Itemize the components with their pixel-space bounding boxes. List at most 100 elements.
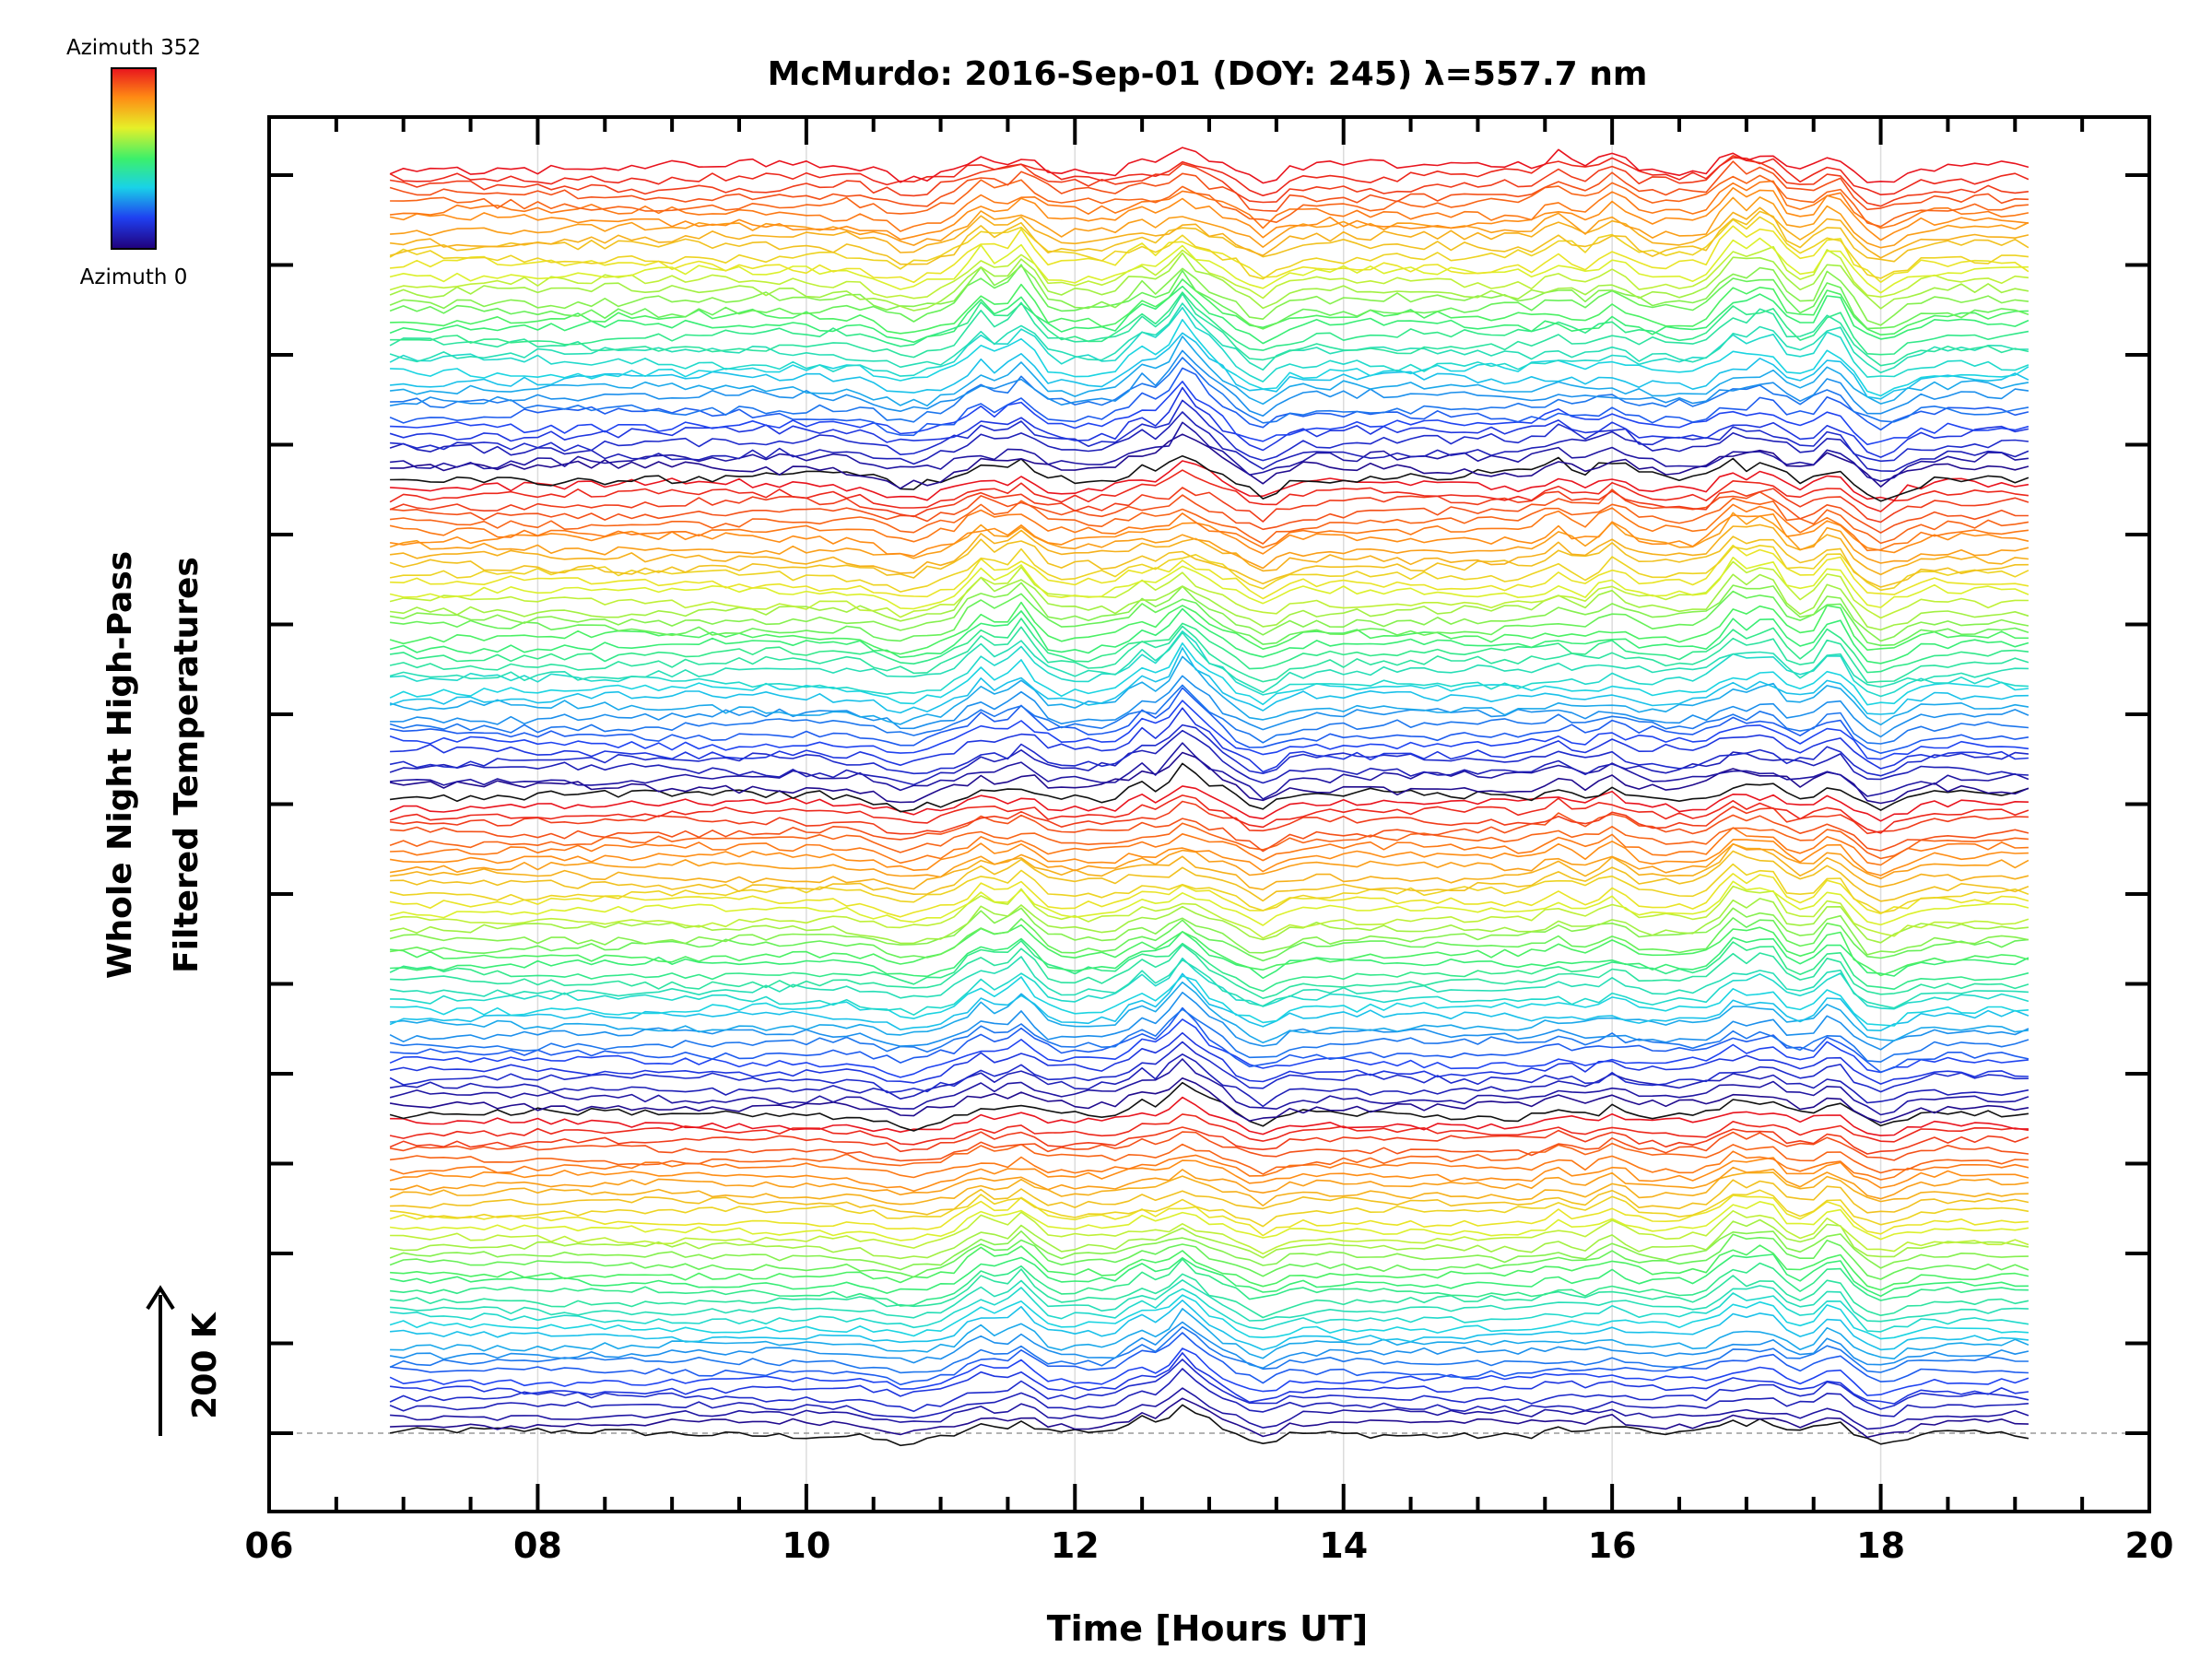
- series-line: [390, 488, 2029, 534]
- series-line: [390, 1096, 2029, 1136]
- series-line: [390, 278, 2029, 336]
- series-line: [389, 1058, 2030, 1116]
- series-line: [390, 590, 2030, 647]
- x-tick-label: 10: [782, 1525, 830, 1566]
- series-line: [389, 839, 2029, 877]
- series-line: [389, 512, 2030, 570]
- series-line: [390, 924, 2030, 977]
- series-line: [390, 1142, 2029, 1175]
- series-line: [390, 196, 2030, 249]
- series-line: [389, 907, 2030, 956]
- series-line: [390, 544, 2030, 600]
- series-line: [389, 1404, 2030, 1447]
- series-line: [389, 1359, 2030, 1413]
- series-line: [389, 601, 2029, 655]
- chart-title: McMurdo: 2016-Sep-01 (DOY: 245) λ=557.7 …: [768, 55, 1648, 93]
- series-line: [389, 503, 2029, 552]
- series-line: [389, 618, 2029, 674]
- series-line: [390, 174, 2029, 228]
- series-line: [390, 1166, 2030, 1200]
- series-line: [389, 512, 2030, 558]
- series-line: [390, 318, 2030, 397]
- series-line: [389, 285, 2030, 345]
- series-line: [390, 1006, 2030, 1074]
- series-line: [389, 1031, 2029, 1085]
- series-line: [390, 930, 2030, 980]
- series-line: [390, 1387, 2030, 1430]
- series-line: [390, 332, 2030, 400]
- series-line: [390, 975, 2029, 1027]
- series-line: [389, 687, 2030, 755]
- series-line: [389, 147, 2030, 184]
- series-line: [389, 880, 2030, 926]
- series-line: [389, 469, 2029, 512]
- series-line: [390, 399, 2029, 463]
- series-line: [390, 357, 2030, 424]
- series-line: [389, 1230, 2029, 1271]
- series-line: [389, 1157, 2030, 1193]
- series-line: [389, 252, 2030, 312]
- series-line: [389, 625, 2030, 684]
- series-line: [389, 1368, 2029, 1419]
- series-line: [389, 1294, 2029, 1340]
- series-line: [389, 386, 2030, 458]
- series-lines: [389, 147, 2030, 1447]
- series-line: [389, 1347, 2030, 1396]
- series-line: [389, 1253, 2029, 1298]
- series-line: [389, 785, 2029, 822]
- x-tick-label: 20: [2125, 1525, 2174, 1566]
- x-tick-label: 12: [1051, 1525, 1100, 1566]
- series-line: [389, 863, 2030, 914]
- series-line: [389, 939, 2030, 993]
- y-axis-label: Whole Night High-Pass Filtered Temperatu…: [101, 551, 206, 979]
- series-line: [389, 1041, 2029, 1094]
- series-line: [390, 1189, 2030, 1228]
- series-line: [389, 729, 2029, 786]
- series-line: [389, 1126, 2030, 1155]
- series-line: [390, 1258, 2029, 1307]
- series-line: [389, 1081, 2030, 1132]
- series-line: [389, 556, 2030, 610]
- series-line: [389, 302, 2029, 374]
- series-line: [389, 487, 2030, 524]
- series-line: [389, 842, 2030, 890]
- series-line: [389, 264, 2030, 330]
- series-line: [390, 421, 2029, 483]
- x-tick-label: 08: [513, 1525, 562, 1566]
- axis-ticks: [267, 117, 2151, 1512]
- series-line: [389, 1233, 2030, 1280]
- series-line: [389, 157, 2030, 196]
- series-line: [389, 1332, 2029, 1386]
- series-line: [390, 1268, 2030, 1319]
- series-line: [389, 1077, 2030, 1124]
- series-line: [390, 812, 2030, 853]
- colorbar: [111, 67, 157, 250]
- series-line: [390, 1308, 2030, 1359]
- series-line: [389, 898, 2029, 945]
- series-line: [389, 1194, 2029, 1237]
- series-line: [390, 1244, 2030, 1291]
- series-line: [389, 631, 2029, 694]
- series-line: [389, 800, 2029, 835]
- series-line: [389, 187, 2029, 241]
- x-tick-labels: 06 08 10 12 14 16 18 20: [245, 1525, 2174, 1566]
- series-line: [389, 1131, 2029, 1162]
- colorbar-top-label: Azimuth 352: [66, 36, 201, 60]
- series-line: [390, 454, 2030, 502]
- series-line: [390, 291, 2030, 356]
- series-line: [389, 607, 2030, 665]
- series-line: [389, 1218, 2030, 1260]
- series-line: [389, 1053, 2030, 1108]
- series-line: [390, 1397, 2029, 1439]
- series-line: [390, 762, 2030, 813]
- scale-indicator: 200 K: [146, 1285, 224, 1436]
- series-line: [390, 957, 2030, 1016]
- x-tick-label: 06: [245, 1525, 294, 1566]
- colorbar-bottom-label: Azimuth 0: [80, 265, 188, 289]
- series-line: [390, 573, 2030, 631]
- series-line: [389, 237, 2029, 294]
- series-line: [389, 1171, 2029, 1206]
- series-line: [389, 560, 2029, 619]
- series-line: [389, 265, 2029, 326]
